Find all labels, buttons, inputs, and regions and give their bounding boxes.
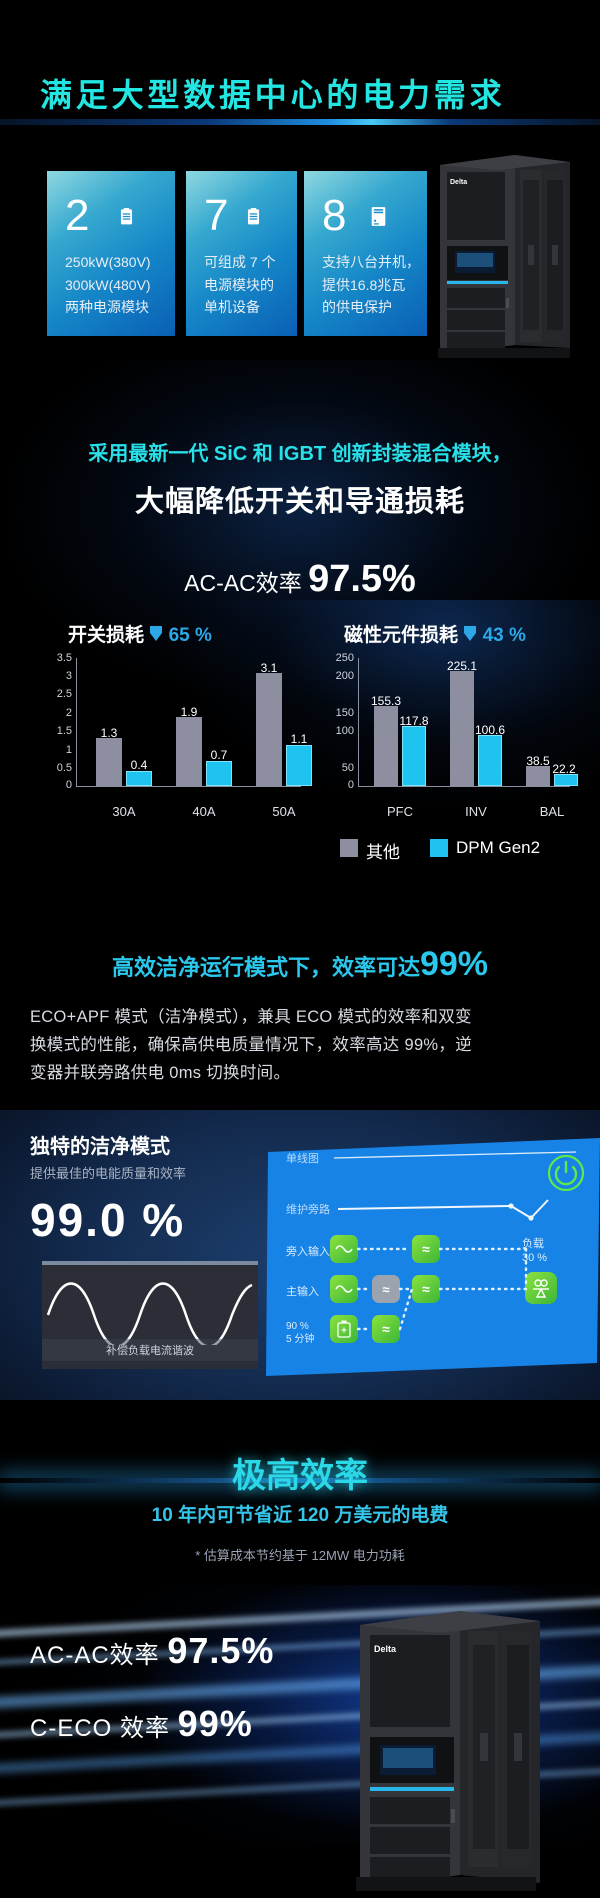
- svg-text:Delta: Delta: [450, 179, 467, 186]
- svg-text:Delta: Delta: [374, 1644, 397, 1654]
